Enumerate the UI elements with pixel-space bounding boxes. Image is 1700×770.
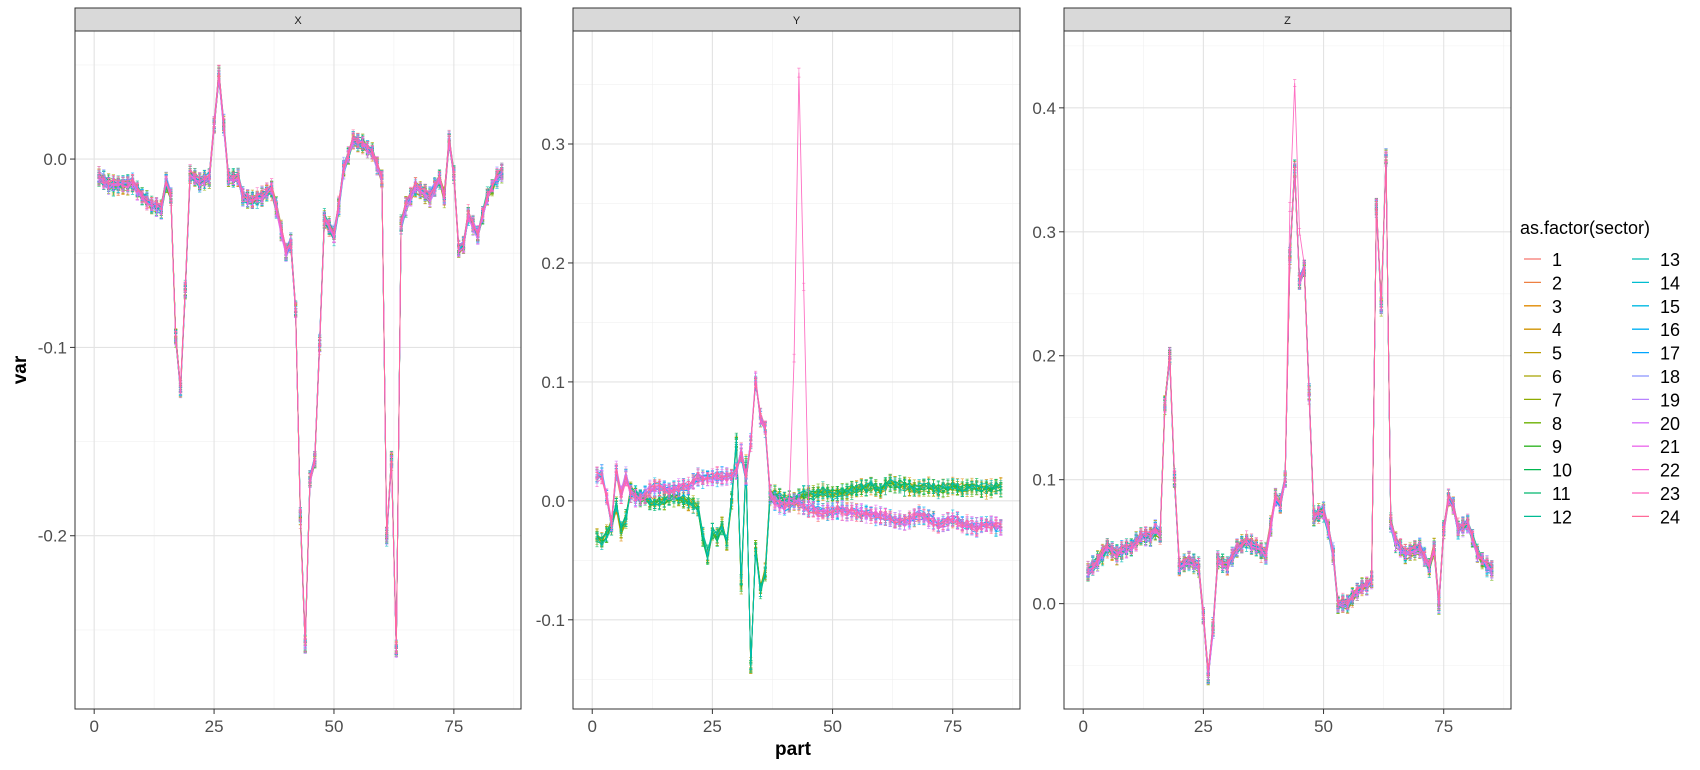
y-tick-label: 0.4: [1032, 99, 1056, 118]
legend-label: 3: [1552, 297, 1562, 317]
facet-strip-label: Y: [793, 15, 801, 27]
series-layer: [595, 67, 1003, 674]
y-tick-label: 0.3: [541, 135, 565, 154]
legend-item-23: 23: [1632, 484, 1680, 504]
legend-label: 17: [1660, 344, 1680, 364]
legend-item-19: 19: [1632, 390, 1680, 410]
legend-item-17: 17: [1632, 344, 1680, 364]
error-bars: [1086, 152, 1494, 676]
panel-y: Y 0 25 50 75 0.3 0.2 0.1 0.0 -0.1: [536, 7, 1021, 736]
x-tick-label: 0: [1078, 717, 1087, 736]
error-bars: [97, 64, 504, 654]
y-tick-label: 0.0: [1032, 595, 1056, 614]
legend-label: 5: [1552, 344, 1562, 364]
x-tick-label: 0: [89, 717, 98, 736]
x-tick-label: 25: [205, 717, 224, 736]
legend-item-22: 22: [1632, 461, 1680, 481]
x-tick-label: 25: [703, 717, 722, 736]
legend-label: 11: [1552, 484, 1571, 504]
legend-label: 4: [1552, 320, 1562, 340]
y-tick-label: 0.1: [541, 373, 565, 392]
legend-label: 16: [1660, 320, 1680, 340]
legend-item-13: 13: [1632, 250, 1680, 270]
y-tick-label: -0.2: [38, 527, 67, 546]
legend-item-20: 20: [1632, 414, 1680, 434]
series-24: [595, 377, 1003, 536]
series-layer: [1086, 79, 1494, 686]
y-tick-label: -0.1: [536, 611, 565, 630]
legend-item-24: 24: [1632, 507, 1680, 527]
x-tick-label: 0: [587, 717, 596, 736]
legend-item-4: 4: [1524, 320, 1562, 340]
series-24: [97, 64, 504, 654]
legend-title: as.factor(sector): [1520, 218, 1650, 238]
legend-label: 19: [1660, 390, 1680, 410]
y-tick-label: -0.1: [38, 338, 67, 357]
legend-item-11: 11: [1524, 484, 1571, 504]
legend-item-9: 9: [1524, 437, 1562, 457]
error-bars: [595, 377, 1003, 536]
legend-label: 24: [1660, 507, 1680, 527]
y-axis-title: var: [10, 355, 31, 384]
legend-item-3: 3: [1524, 297, 1562, 317]
legend-label: 15: [1660, 297, 1680, 317]
legend-label: 1: [1552, 250, 1562, 270]
legend-label: 23: [1660, 484, 1680, 504]
legend: as.factor(sector) 1234567891011121314151…: [1520, 218, 1680, 527]
facet-strip-label: X: [294, 15, 302, 27]
y-tick-label: 0.0: [43, 150, 67, 169]
panel-border: [74, 30, 522, 710]
legend-label: 13: [1660, 250, 1680, 270]
legend-label: 2: [1552, 273, 1562, 293]
panel-z: Z 0 25 50 75 0.4 0.3 0.2 0.1 0.0: [1032, 7, 1512, 736]
legend-item-7: 7: [1524, 390, 1562, 410]
y-tick-label: 0.1: [1032, 471, 1056, 490]
legend-label: 7: [1552, 390, 1562, 410]
y-tick-label: 0.0: [541, 492, 565, 511]
legend-item-21: 21: [1632, 437, 1680, 457]
legend-label: 20: [1660, 414, 1680, 434]
legend-label: 21: [1660, 437, 1680, 457]
y-tick-label: 0.2: [541, 254, 565, 273]
legend-item-5: 5: [1524, 344, 1562, 364]
x-tick-label: 50: [325, 717, 344, 736]
legend-label: 10: [1552, 461, 1572, 481]
panels-layer: X 0 25 50 75 0.0 -0.1 -0.2 Y 0 25 50 75 0.3 0.2 0.1 0.0 -…: [38, 7, 1512, 736]
legend-item-16: 16: [1632, 320, 1680, 340]
legend-item-1: 1: [1524, 250, 1562, 270]
x-tick-label: 50: [823, 717, 842, 736]
legend-item-12: 12: [1524, 507, 1572, 527]
legend-item-18: 18: [1632, 367, 1680, 387]
legend-item-15: 15: [1632, 297, 1680, 317]
y-tick-label: 0.2: [1032, 347, 1056, 366]
series-layer: [97, 64, 504, 659]
legend-label: 9: [1552, 437, 1562, 457]
panel-background: [75, 31, 521, 709]
legend-item-2: 2: [1524, 273, 1562, 293]
legend-label: 14: [1660, 273, 1680, 293]
legend-item-8: 8: [1524, 414, 1562, 434]
panel-border: [1063, 30, 1512, 710]
x-tick-label: 75: [943, 717, 962, 736]
legend-label: 8: [1552, 414, 1562, 434]
y-tick-label: 0.3: [1032, 223, 1056, 242]
x-tick-label: 75: [1434, 717, 1453, 736]
legend-label: 6: [1552, 367, 1562, 387]
x-tick-label: 50: [1314, 717, 1333, 736]
legend-item-6: 6: [1524, 367, 1562, 387]
legend-item-14: 14: [1632, 273, 1680, 293]
legend-item-10: 10: [1524, 461, 1572, 481]
facet-strip-label: Z: [1284, 15, 1291, 27]
panel-x: X 0 25 50 75 0.0 -0.1 -0.2: [38, 7, 522, 736]
legend-label: 18: [1660, 367, 1680, 387]
legend-label: 12: [1552, 507, 1572, 527]
x-axis-title: part: [775, 739, 812, 760]
x-tick-label: 75: [444, 717, 463, 736]
panel-border: [572, 30, 1021, 710]
legend-label: 22: [1660, 461, 1680, 481]
x-tick-label: 25: [1194, 717, 1213, 736]
series-24: [1086, 152, 1494, 676]
